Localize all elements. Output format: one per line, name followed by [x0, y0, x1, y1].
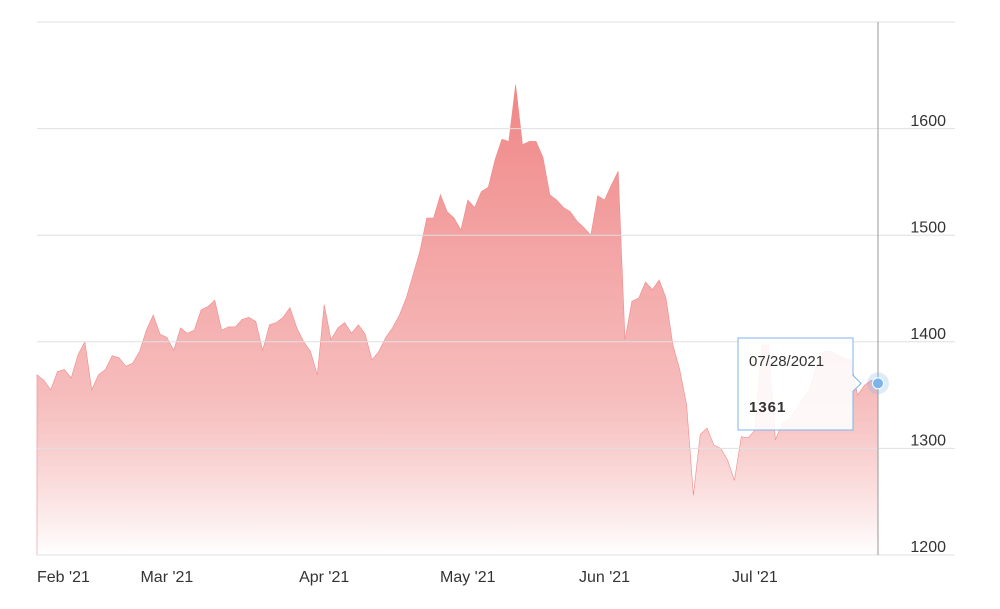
tooltip: 07/28/2021 1361 — [737, 337, 862, 431]
tooltip-box — [737, 337, 862, 431]
x-tick-label: Mar '21 — [140, 569, 193, 586]
tooltip-date: 07/28/2021 — [749, 353, 824, 370]
x-tick-label: Feb '21 — [37, 569, 90, 586]
x-tick-label: Apr '21 — [299, 569, 349, 586]
y-tick-label: 1200 — [910, 539, 946, 556]
x-tick-label: Jun '21 — [579, 569, 630, 586]
tooltip-value: 1361 — [749, 399, 786, 416]
x-tick-label: Jul '21 — [732, 569, 778, 586]
x-tick-label: May '21 — [440, 569, 496, 586]
y-tick-label: 1400 — [910, 326, 946, 343]
area — [36, 84, 879, 556]
y-tick-label: 1500 — [910, 219, 946, 236]
marker — [872, 377, 884, 390]
y-tick-label: 1300 — [910, 433, 946, 450]
y-tick-label: 1600 — [910, 113, 946, 130]
